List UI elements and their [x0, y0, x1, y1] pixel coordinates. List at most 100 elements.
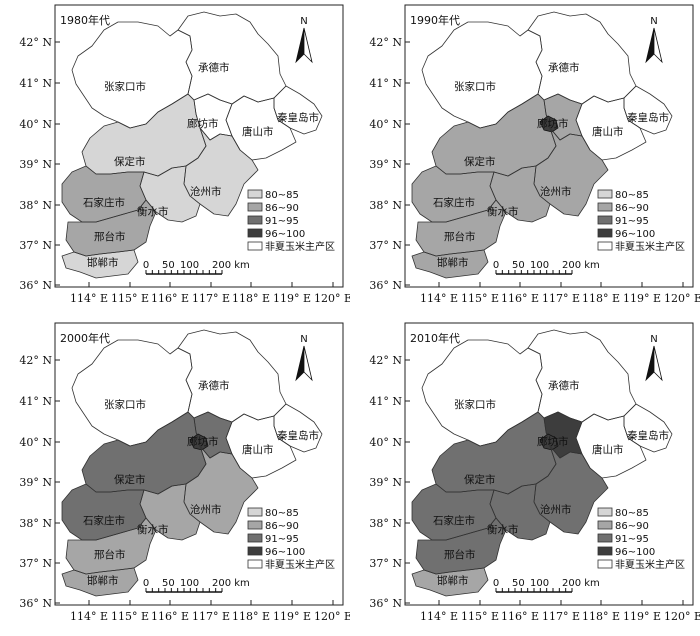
lat-tick-label: 37° N — [369, 557, 402, 570]
city-region-zjk — [72, 340, 192, 446]
lon-tick-label: 115° E — [461, 292, 499, 305]
scale-label: 50 — [162, 260, 175, 271]
city-boundary — [183, 445, 259, 535]
legend-label: 91~95 — [615, 534, 649, 545]
city-label-cd: 承德市 — [198, 379, 230, 392]
city-region-xt — [66, 518, 156, 574]
city-region-hd — [412, 250, 488, 278]
lat-tick-label: 42° N — [19, 36, 52, 49]
lon-tick-label: 119° E — [273, 292, 311, 305]
city-region-qhd — [274, 404, 322, 452]
city-label-hs: 衡水市 — [487, 523, 519, 536]
city-region-sjz — [412, 166, 496, 222]
city-label-lf: 廊坊市 — [537, 435, 569, 448]
city-region-cz — [534, 128, 608, 216]
lon-tick-label: 117° E — [542, 610, 580, 623]
legend-swatch — [247, 520, 263, 530]
city-boundary — [411, 567, 489, 597]
city-label-cz: 沧州市 — [540, 185, 572, 198]
lon-tick-label: 119° E — [623, 610, 661, 623]
map-panel-2000s: 42° N 41° N 40° N 39° N 38° N 37° N 36° N 114° … — [0, 318, 350, 636]
scale-label: 100 — [180, 578, 199, 589]
scale-label: 200 km — [562, 578, 600, 589]
legend-swatch — [247, 241, 263, 251]
scale-label: 0 — [493, 578, 499, 589]
legend-swatch — [247, 546, 263, 556]
city-label-hd: 邯郸市 — [437, 256, 469, 269]
scale-label: 0 — [143, 260, 149, 271]
city-label-xt: 邢台市 — [444, 230, 476, 243]
lat-tick-label: 41° N — [369, 77, 402, 90]
legend-swatch — [597, 189, 613, 199]
city-label-lf: 廊坊市 — [187, 117, 219, 130]
lat-tick-label: 36° N — [19, 279, 52, 292]
legend-swatch — [597, 241, 613, 251]
lon-tick-label: 118° E — [232, 610, 270, 623]
lat-tick-label: 36° N — [369, 597, 402, 610]
city-label-hd: 邯郸市 — [437, 574, 469, 587]
city-region-qhd — [624, 86, 672, 134]
legend-swatch — [247, 533, 263, 543]
lat-tick-label: 40° N — [369, 436, 402, 449]
map-panel-1990s: 42° N 41° N 40° N 39° N 38° N 37° N 36° N 114° … — [350, 0, 700, 318]
city-label-sjz: 石家庄市 — [83, 514, 125, 527]
lon-tick-label: 117° E — [192, 610, 230, 623]
scale-label: 50 — [162, 578, 175, 589]
city-region-zjk — [72, 22, 192, 128]
legend-label: 非夏玉米主产区 — [265, 558, 335, 571]
city-region-sjz — [412, 484, 496, 540]
legend-swatch — [247, 189, 263, 199]
city-region-hs — [140, 166, 200, 222]
legend-label: 96~100 — [615, 229, 655, 240]
lat-tick-label: 41° N — [19, 77, 52, 90]
lon-tick-label: 116° E — [501, 292, 539, 305]
north-arrow-icon — [653, 345, 663, 382]
lat-tick-label: 38° N — [369, 517, 402, 530]
city-label-ts: 唐山市 — [592, 443, 624, 456]
legend-swatch — [247, 559, 263, 569]
lat-tick-label: 42° N — [369, 354, 402, 367]
lon-tick-label: 119° E — [273, 610, 311, 623]
lon-tick-label: 118° E — [582, 292, 620, 305]
scale-label: 200 km — [212, 260, 250, 271]
city-label-zjk: 张家口市 — [454, 398, 496, 411]
city-region-bd — [432, 94, 556, 176]
city-region-qhd — [624, 404, 672, 452]
map-panel-1980s: 42° N 41° N 40° N 39° N 38° N 37° N 36° N 114° … — [0, 0, 350, 318]
lat-tick-label: 39° N — [19, 158, 52, 171]
city-region-xt — [416, 518, 506, 574]
north-arrow-label: N — [650, 16, 657, 27]
legend-label: 非夏玉米主产区 — [615, 240, 685, 253]
lat-tick-label: 38° N — [19, 517, 52, 530]
city-region-hd — [412, 568, 488, 596]
city-region-zjk — [422, 340, 542, 446]
legend-swatch — [597, 215, 613, 225]
north-arrow-label: N — [300, 334, 307, 345]
legend-label: 91~95 — [265, 534, 299, 545]
legend-swatch — [597, 546, 613, 556]
city-label-lf: 廊坊市 — [187, 435, 219, 448]
legend-label: 80~85 — [265, 508, 299, 519]
north-arrow-icon — [653, 27, 663, 64]
map-svg: 42° N 41° N 40° N 39° N 38° N 37° N 36° N 114° … — [19, 4, 350, 305]
legend-swatch — [247, 507, 263, 517]
scale-label: 0 — [143, 578, 149, 589]
city-label-cz: 沧州市 — [190, 185, 222, 198]
lat-tick-label: 36° N — [369, 279, 402, 292]
city-boundary — [411, 249, 489, 279]
city-region-hd — [62, 250, 138, 278]
scale-label: 0 — [493, 260, 499, 271]
city-region-cz — [184, 128, 258, 216]
lon-tick-label: 116° E — [501, 610, 539, 623]
city-region-hd — [62, 568, 138, 596]
legend-label: 86~90 — [615, 521, 649, 532]
city-region-xt — [416, 200, 506, 256]
city-label-xt: 邢台市 — [444, 548, 476, 561]
legend-label: 91~95 — [265, 216, 299, 227]
city-label-zjk: 张家口市 — [104, 80, 146, 93]
lon-tick-label: 115° E — [461, 610, 499, 623]
city-region-hs — [490, 484, 550, 540]
legend-label: 86~90 — [265, 203, 299, 214]
city-region-cz — [534, 446, 608, 534]
legend-swatch — [247, 202, 263, 212]
